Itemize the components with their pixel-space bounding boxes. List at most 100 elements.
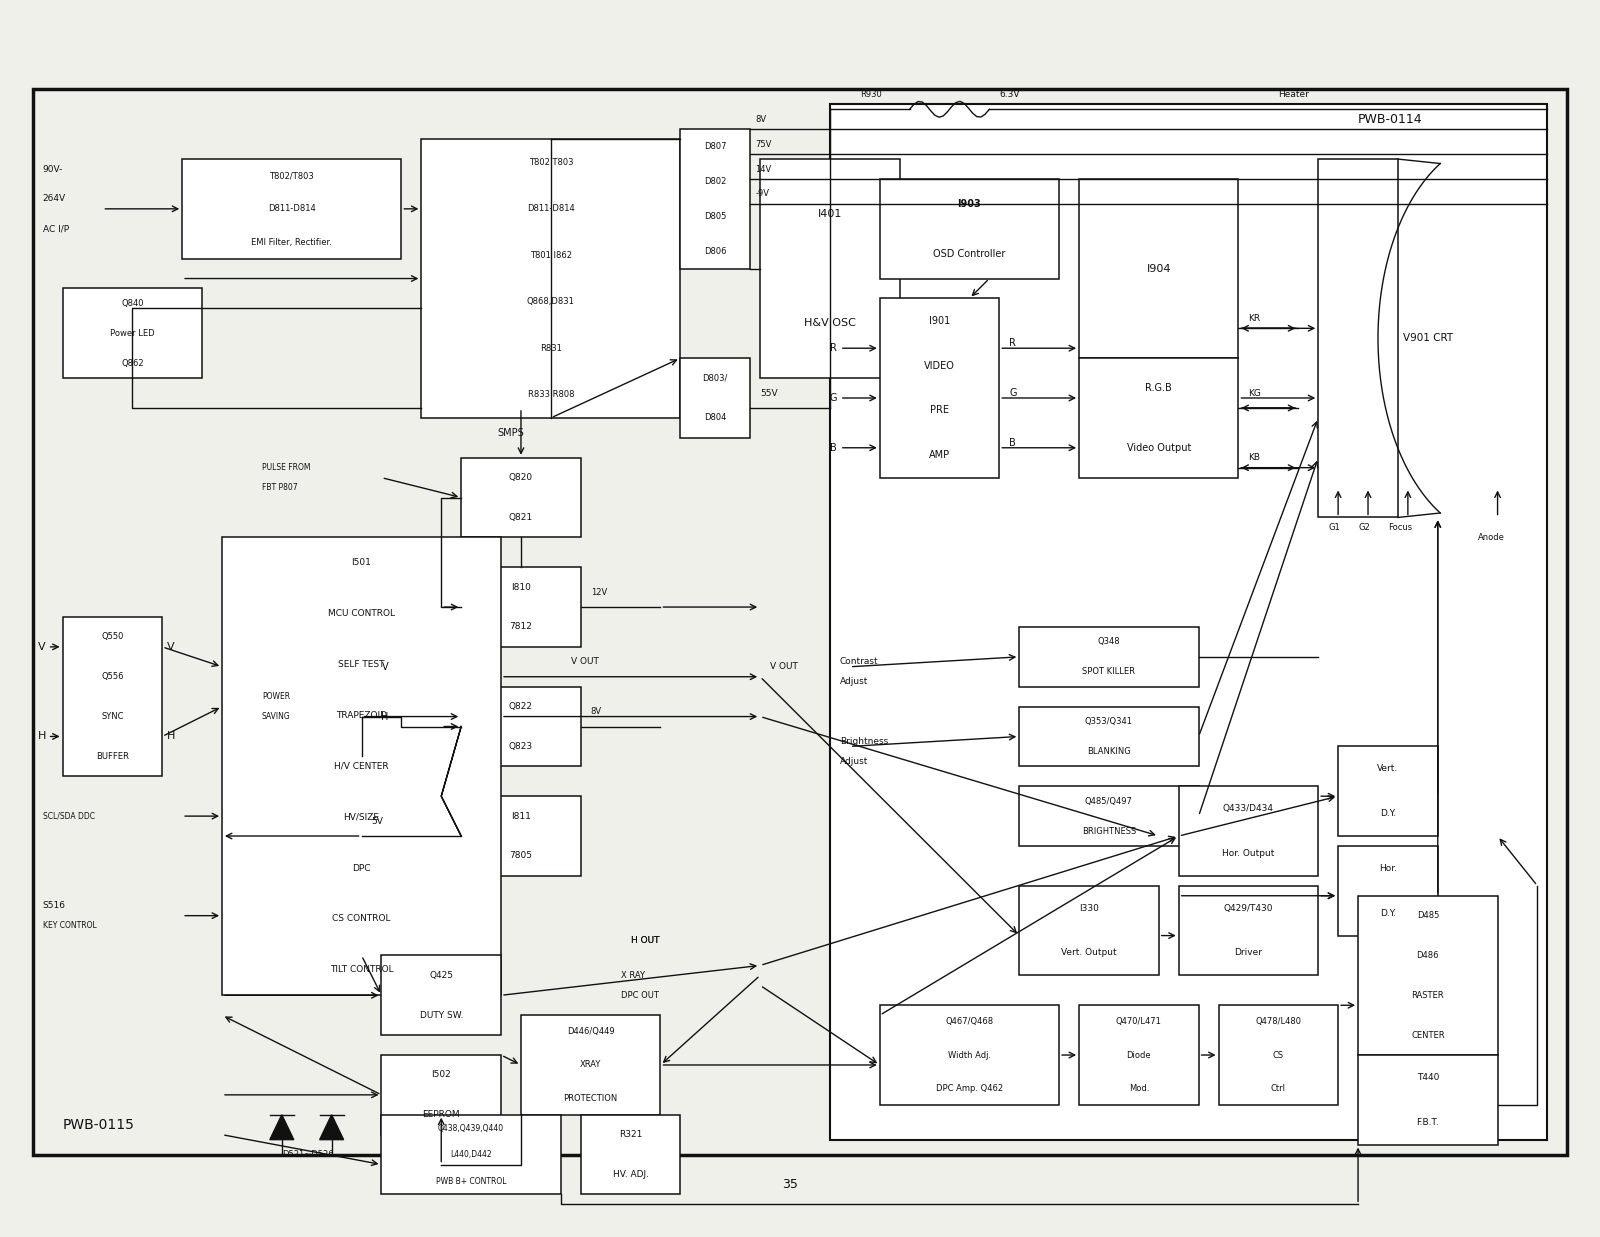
Bar [421, 139, 680, 418]
Text: V OUT: V OUT [770, 662, 798, 672]
Text: Diode: Diode [1126, 1050, 1150, 1060]
Text: Q868,D831: Q868,D831 [526, 297, 574, 307]
Text: I901: I901 [930, 315, 950, 325]
Text: B: B [830, 443, 837, 453]
Text: BRIGHTNESS: BRIGHTNESS [1082, 826, 1136, 835]
Text: EEPROM: EEPROM [422, 1111, 461, 1119]
Text: CS: CS [1272, 1050, 1283, 1060]
Bar [1019, 886, 1158, 976]
Text: D805: D805 [704, 212, 726, 221]
Text: H OUT: H OUT [630, 936, 659, 945]
Bar [1019, 787, 1198, 846]
Bar [381, 1055, 501, 1134]
Text: V OUT: V OUT [571, 657, 598, 667]
Bar [182, 160, 402, 259]
Bar [461, 687, 581, 767]
Text: H: H [168, 731, 176, 741]
Bar [1019, 627, 1198, 687]
Text: Q425: Q425 [429, 971, 453, 980]
Text: 8V: 8V [755, 115, 766, 124]
Bar [461, 568, 581, 647]
Text: D446/Q449: D446/Q449 [566, 1027, 614, 1037]
Text: PRE: PRE [930, 406, 949, 416]
Text: Driver: Driver [1235, 949, 1262, 957]
Text: S516: S516 [43, 902, 66, 910]
Text: D804: D804 [704, 413, 726, 422]
Bar [1338, 846, 1438, 935]
Text: Q821: Q821 [509, 513, 533, 522]
Text: Width Adj.: Width Adj. [947, 1050, 990, 1060]
Text: Q556: Q556 [101, 672, 123, 682]
Text: SPOT KILLER: SPOT KILLER [1083, 667, 1136, 677]
Text: G2: G2 [1358, 523, 1370, 532]
Text: CENTER: CENTER [1411, 1030, 1445, 1039]
Text: Q862: Q862 [122, 359, 144, 367]
Text: DPC: DPC [352, 863, 371, 872]
Text: V: V [38, 642, 45, 652]
Bar [62, 617, 162, 777]
Bar [381, 1115, 562, 1195]
Text: RASTER: RASTER [1411, 991, 1445, 999]
Text: 55V: 55V [760, 388, 778, 397]
Bar [461, 797, 581, 876]
Text: T801 I862: T801 I862 [530, 251, 571, 260]
Text: BLANKING: BLANKING [1086, 747, 1131, 756]
Text: Q820: Q820 [509, 473, 533, 482]
Text: AMP: AMP [930, 450, 950, 460]
Text: DPC OUT: DPC OUT [621, 991, 659, 999]
Bar [1179, 886, 1318, 976]
Text: I903: I903 [957, 199, 981, 209]
Text: Q433/D434: Q433/D434 [1222, 804, 1274, 813]
Bar [680, 359, 750, 438]
Text: Contrast: Contrast [840, 657, 878, 667]
Text: R930: R930 [859, 90, 882, 99]
Text: 35: 35 [782, 1178, 798, 1191]
Bar [32, 89, 1568, 1154]
Polygon shape [270, 1115, 294, 1139]
Text: B: B [1010, 438, 1016, 448]
Text: D811-D814: D811-D814 [526, 204, 574, 213]
Text: Vert. Output: Vert. Output [1061, 949, 1117, 957]
Text: HV/SIZE: HV/SIZE [344, 813, 379, 821]
Text: DPC Amp. Q462: DPC Amp. Q462 [936, 1084, 1003, 1092]
Text: Q429/T430: Q429/T430 [1224, 904, 1274, 913]
Text: D486: D486 [1416, 951, 1438, 960]
Bar [62, 288, 202, 379]
Text: Mod.: Mod. [1128, 1084, 1149, 1092]
Text: 90V-: 90V- [43, 165, 62, 173]
Text: T802/T803: T802/T803 [269, 171, 314, 181]
Bar [880, 179, 1059, 278]
Text: H OUT: H OUT [630, 936, 659, 945]
Text: Video Output: Video Output [1126, 443, 1190, 453]
Text: L440,D442: L440,D442 [450, 1150, 491, 1159]
Text: SMPS: SMPS [498, 428, 525, 438]
Text: Anode: Anode [1478, 533, 1504, 542]
Text: V901 CRT: V901 CRT [1403, 333, 1453, 343]
Bar [1338, 746, 1438, 836]
Text: D811-D814: D811-D814 [267, 204, 315, 213]
Text: Vert.: Vert. [1378, 764, 1398, 773]
Text: PWB-0114: PWB-0114 [1358, 113, 1422, 126]
Text: G: G [830, 393, 837, 403]
Bar [381, 955, 501, 1035]
Text: Power LED: Power LED [110, 329, 155, 338]
Text: 7805: 7805 [509, 851, 533, 861]
Text: Adjust: Adjust [840, 757, 869, 766]
Text: PWB-0115: PWB-0115 [62, 1118, 134, 1132]
Text: G: G [1010, 388, 1016, 398]
Text: AC I/P: AC I/P [43, 224, 69, 234]
Text: PROTECTION: PROTECTION [563, 1094, 618, 1102]
Bar [1358, 896, 1498, 1055]
Text: D485: D485 [1416, 912, 1438, 920]
Text: Q478/L480: Q478/L480 [1256, 1017, 1301, 1027]
Text: Q438,Q439,Q440: Q438,Q439,Q440 [438, 1123, 504, 1133]
Bar [1078, 1006, 1198, 1105]
Text: R.G.B: R.G.B [1146, 383, 1173, 393]
Bar [1358, 1055, 1498, 1144]
Text: KR: KR [1248, 314, 1261, 323]
Text: Q485/Q497: Q485/Q497 [1085, 797, 1133, 805]
Bar [880, 298, 1000, 477]
Text: D803/: D803/ [702, 374, 728, 382]
Text: Focus: Focus [1387, 523, 1413, 532]
Text: PULSE FROM: PULSE FROM [262, 463, 310, 473]
